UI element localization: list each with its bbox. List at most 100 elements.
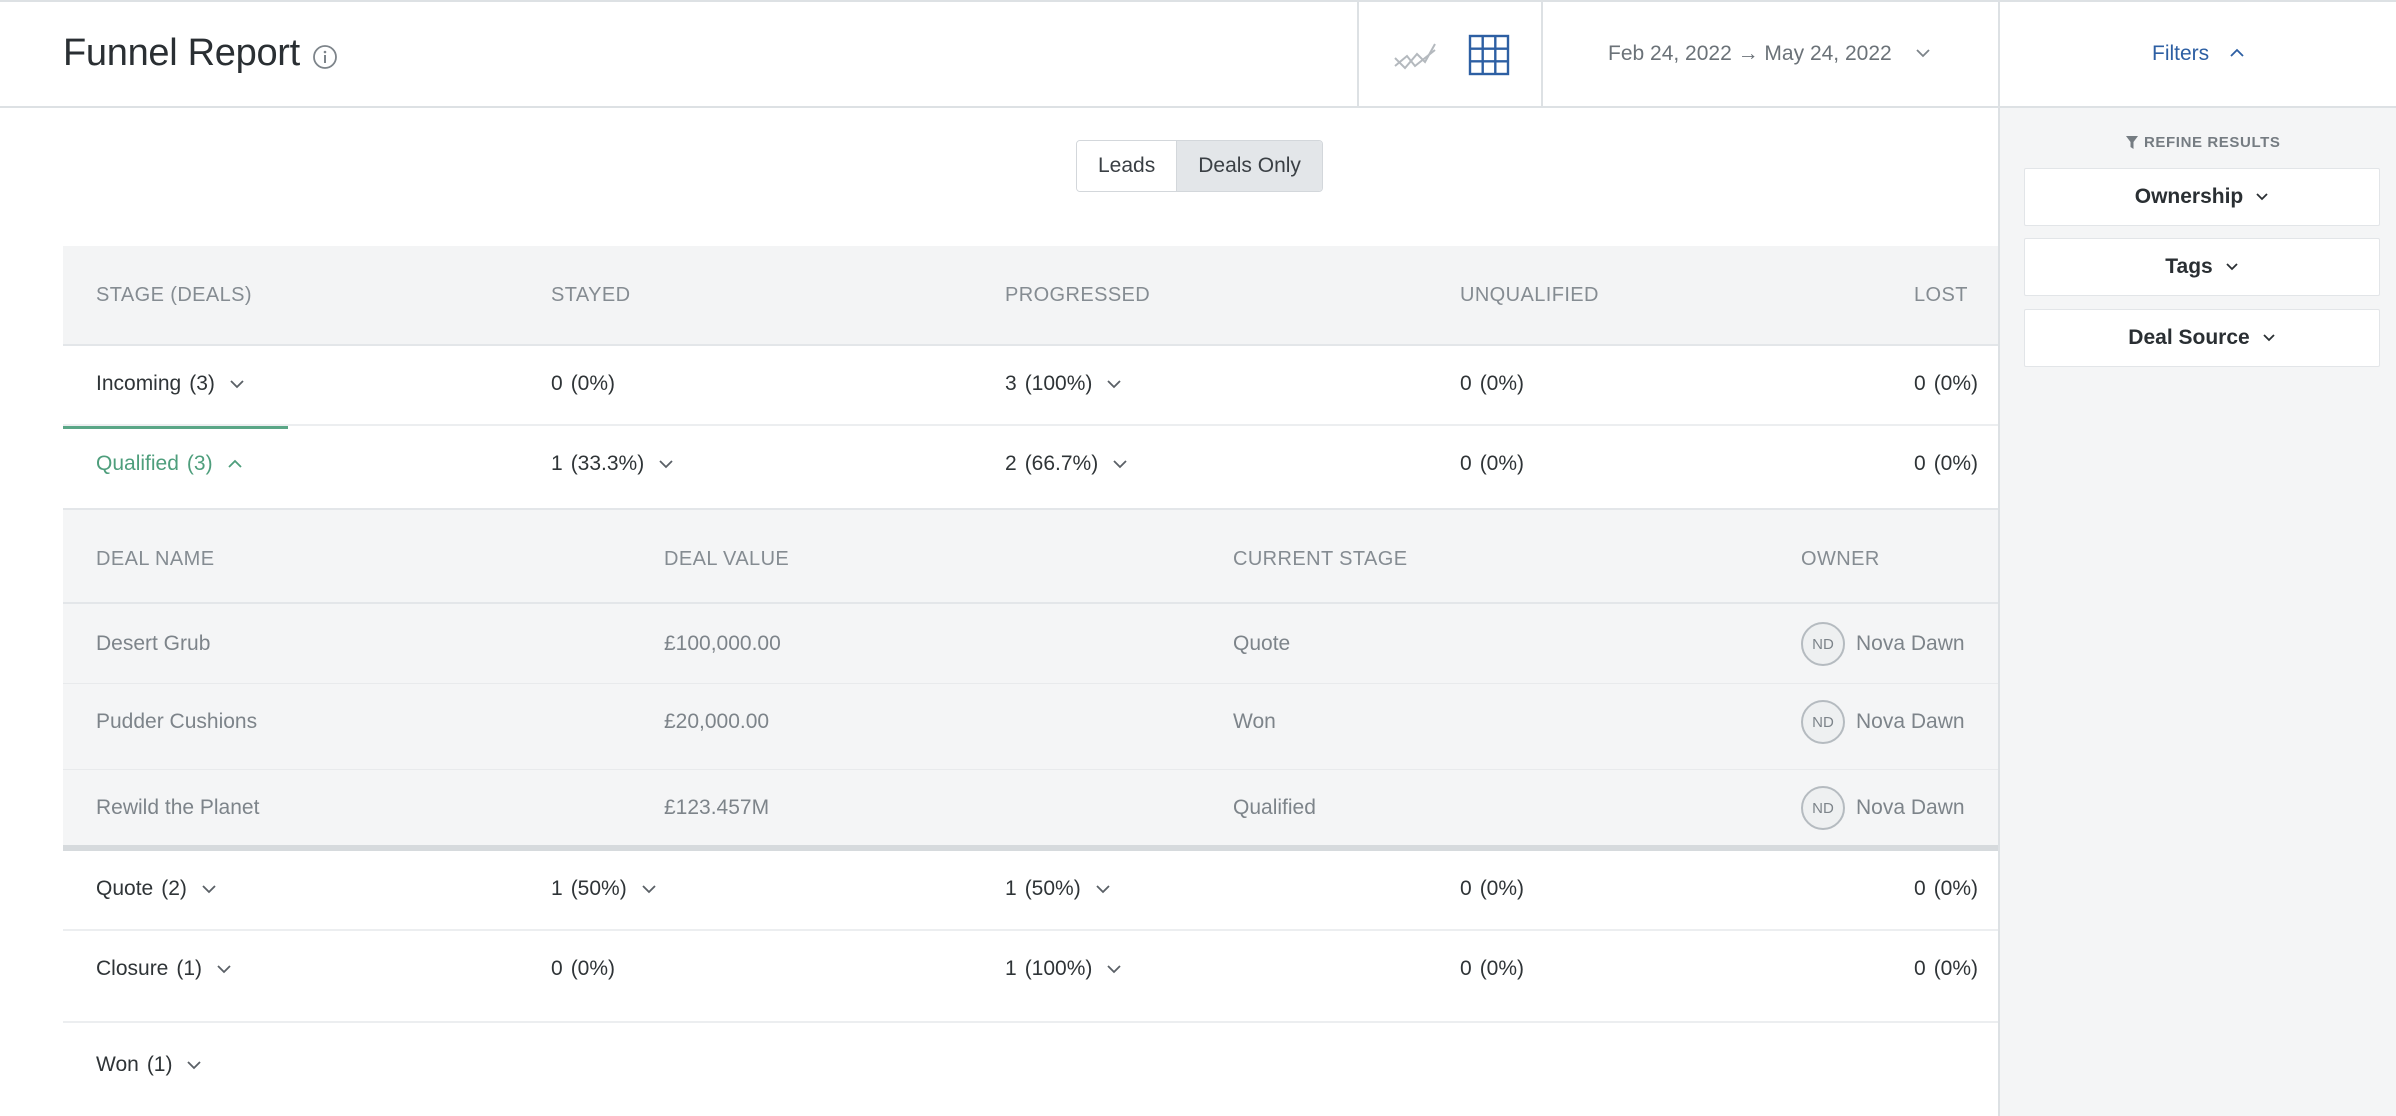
chevron-down-icon bbox=[217, 965, 231, 974]
filter-label: Deal Source bbox=[2128, 326, 2250, 349]
progressed-cell[interactable]: 3 (100%) bbox=[1005, 372, 1122, 396]
unqualified-cell: 0 (0%) bbox=[1460, 452, 1525, 475]
deal-stage: Won bbox=[1233, 710, 1276, 733]
funnel-table-header: STAGE (DEALS) STAYED PROGRESSED UNQUALIF… bbox=[63, 246, 1998, 346]
ownership-filter[interactable]: Ownership bbox=[2024, 168, 2380, 226]
filter-label: Ownership bbox=[2134, 185, 2244, 208]
table-row: Incoming (3) 0 (0%) 3 (100%) 0 (0%) 0 (0%) bbox=[63, 346, 1998, 426]
deal-owner: ND Nova Dawn bbox=[1801, 786, 1965, 830]
chevron-down-icon[interactable] bbox=[658, 459, 674, 469]
deals-only-toggle-button[interactable]: Deals Only bbox=[1177, 141, 1322, 191]
chevron-down-icon[interactable] bbox=[1106, 964, 1122, 974]
deal-row[interactable]: Rewild the Planet £123.457M Qualified ND… bbox=[63, 770, 1998, 845]
filters-button[interactable]: Filters bbox=[2152, 42, 2210, 65]
avatar: ND bbox=[1801, 622, 1845, 666]
stage-quote[interactable]: Quote (2) bbox=[96, 877, 217, 901]
chevron-down-icon bbox=[2263, 334, 2275, 342]
deal-value: £100,000.00 bbox=[664, 632, 781, 655]
deal-value: £20,000.00 bbox=[664, 710, 770, 733]
column-header-unqualified: UNQUALIFIED bbox=[1460, 284, 1599, 306]
chevron-down-icon bbox=[187, 1061, 202, 1070]
progressed-cell[interactable]: 2 (66.7%) bbox=[1005, 452, 1128, 476]
date-range-picker[interactable]: Feb 24, 2022 → May 24, 2022 bbox=[1608, 42, 1892, 65]
unqualified-cell: 0 (0%) bbox=[1460, 372, 1525, 395]
owner-name: Nova Dawn bbox=[1856, 796, 1965, 819]
deal-source-filter[interactable]: Deal Source bbox=[2024, 309, 2380, 367]
subtable-divider bbox=[63, 845, 1998, 851]
chevron-up-icon bbox=[227, 459, 242, 468]
stayed-cell[interactable]: 1 (50%) bbox=[551, 877, 657, 901]
stage-count: (1) bbox=[176, 957, 203, 980]
stage-count: (2) bbox=[161, 877, 187, 900]
deal-owner: ND Nova Dawn bbox=[1801, 700, 1965, 744]
leads-toggle-button[interactable]: Leads bbox=[1077, 141, 1178, 191]
tags-filter[interactable]: Tags bbox=[2024, 238, 2380, 296]
header-divider bbox=[1541, 2, 1543, 108]
funnel-icon bbox=[2126, 136, 2138, 149]
deal-stage: Quote bbox=[1233, 632, 1291, 655]
column-header-current-stage: CURRENT STAGE bbox=[1233, 548, 1408, 570]
page-title: Funnel Report bbox=[63, 32, 300, 74]
stage-name: Quote bbox=[96, 877, 154, 900]
chevron-down-icon bbox=[202, 885, 216, 894]
owner-name: Nova Dawn bbox=[1856, 632, 1965, 655]
stage-won[interactable]: Won (1) bbox=[96, 1053, 202, 1077]
stage-closure[interactable]: Closure (1) bbox=[96, 957, 232, 981]
expanded-stage-tab bbox=[63, 426, 288, 510]
chevron-down-icon[interactable] bbox=[1112, 459, 1128, 469]
progressed-cell[interactable]: 1 (100%) bbox=[1005, 957, 1122, 981]
stage-name: Incoming bbox=[96, 372, 182, 395]
stayed-cell[interactable]: 1 (33.3%) bbox=[551, 452, 674, 476]
refine-results-heading: REFINE RESULTS bbox=[2144, 134, 2281, 151]
stage-count: (3) bbox=[186, 452, 213, 475]
deal-row[interactable]: Pudder Cushions £20,000.00 Won ND Nova D… bbox=[63, 684, 1998, 770]
column-header-stayed: STAYED bbox=[551, 284, 631, 306]
chevron-up-icon[interactable] bbox=[2228, 46, 2246, 60]
deals-subtable-header: DEAL NAME DEAL VALUE CURRENT STAGE OWNER bbox=[63, 508, 1998, 604]
unqualified-cell: 0 (0%) bbox=[1460, 877, 1525, 900]
stage-count: (3) bbox=[189, 372, 215, 395]
table-view-icon[interactable] bbox=[1468, 34, 1510, 76]
stage-incoming[interactable]: Incoming (3) bbox=[96, 372, 245, 396]
lost-cell: 0 (0%) bbox=[1914, 372, 1979, 395]
column-header-owner: OWNER bbox=[1801, 548, 1880, 570]
deal-name: Rewild the Planet bbox=[96, 796, 260, 819]
header-divider bbox=[1357, 2, 1359, 108]
lost-cell: 0 (0%) bbox=[1914, 877, 1979, 900]
info-icon[interactable] bbox=[312, 44, 338, 70]
deal-stage: Qualified bbox=[1233, 796, 1316, 819]
deal-row[interactable]: Desert Grub £100,000.00 Quote ND Nova Da… bbox=[63, 604, 1998, 684]
table-row bbox=[63, 426, 1998, 508]
column-header-deal-value: DEAL VALUE bbox=[664, 548, 790, 570]
table-row: Quote (2) 1 (50%) 1 (50%) 0 (0%) 0 (0%) bbox=[63, 851, 1998, 931]
stage-name: Closure bbox=[96, 957, 169, 980]
table-row: Closure (1) 0 (0%) 1 (100%) 0 (0%) 0 (0%) bbox=[63, 931, 1998, 1023]
deal-name: Pudder Cushions bbox=[96, 710, 258, 733]
filter-label: Tags bbox=[2165, 255, 2213, 278]
chevron-down-icon bbox=[230, 380, 244, 389]
stayed-cell: 0 (0%) bbox=[551, 372, 616, 395]
avatar: ND bbox=[1801, 700, 1845, 744]
progressed-cell[interactable]: 1 (50%) bbox=[1005, 877, 1111, 901]
lost-cell: 0 (0%) bbox=[1914, 452, 1979, 475]
stage-name: Won bbox=[96, 1053, 139, 1076]
chevron-down-icon[interactable] bbox=[1914, 46, 1932, 60]
table-row-expanded: Qualified (3) 1 (33.3%) 2 (66.7%) 0 (0%) 0 (0… bbox=[63, 426, 1998, 508]
column-header-stage: STAGE (DEALS) bbox=[96, 284, 252, 306]
deal-name: Desert Grub bbox=[96, 632, 211, 655]
column-header-deal-name: DEAL NAME bbox=[96, 548, 215, 570]
column-header-lost: LOST bbox=[1914, 284, 1968, 306]
chevron-down-icon[interactable] bbox=[1106, 379, 1122, 389]
stayed-cell: 0 (0%) bbox=[551, 957, 616, 980]
chevron-down-icon bbox=[2256, 193, 2268, 201]
stage-qualified[interactable]: Qualified (3) bbox=[96, 452, 243, 476]
owner-name: Nova Dawn bbox=[1856, 710, 1965, 733]
lost-cell: 0 (0%) bbox=[1914, 957, 1979, 980]
chevron-down-icon bbox=[2226, 263, 2238, 271]
header-divider bbox=[1998, 2, 2000, 108]
chevron-down-icon[interactable] bbox=[641, 884, 657, 894]
stage-count: (1) bbox=[146, 1053, 173, 1076]
chevron-down-icon[interactable] bbox=[1095, 884, 1111, 894]
column-header-progressed: PROGRESSED bbox=[1005, 284, 1151, 306]
line-chart-view-icon[interactable] bbox=[1393, 36, 1437, 76]
